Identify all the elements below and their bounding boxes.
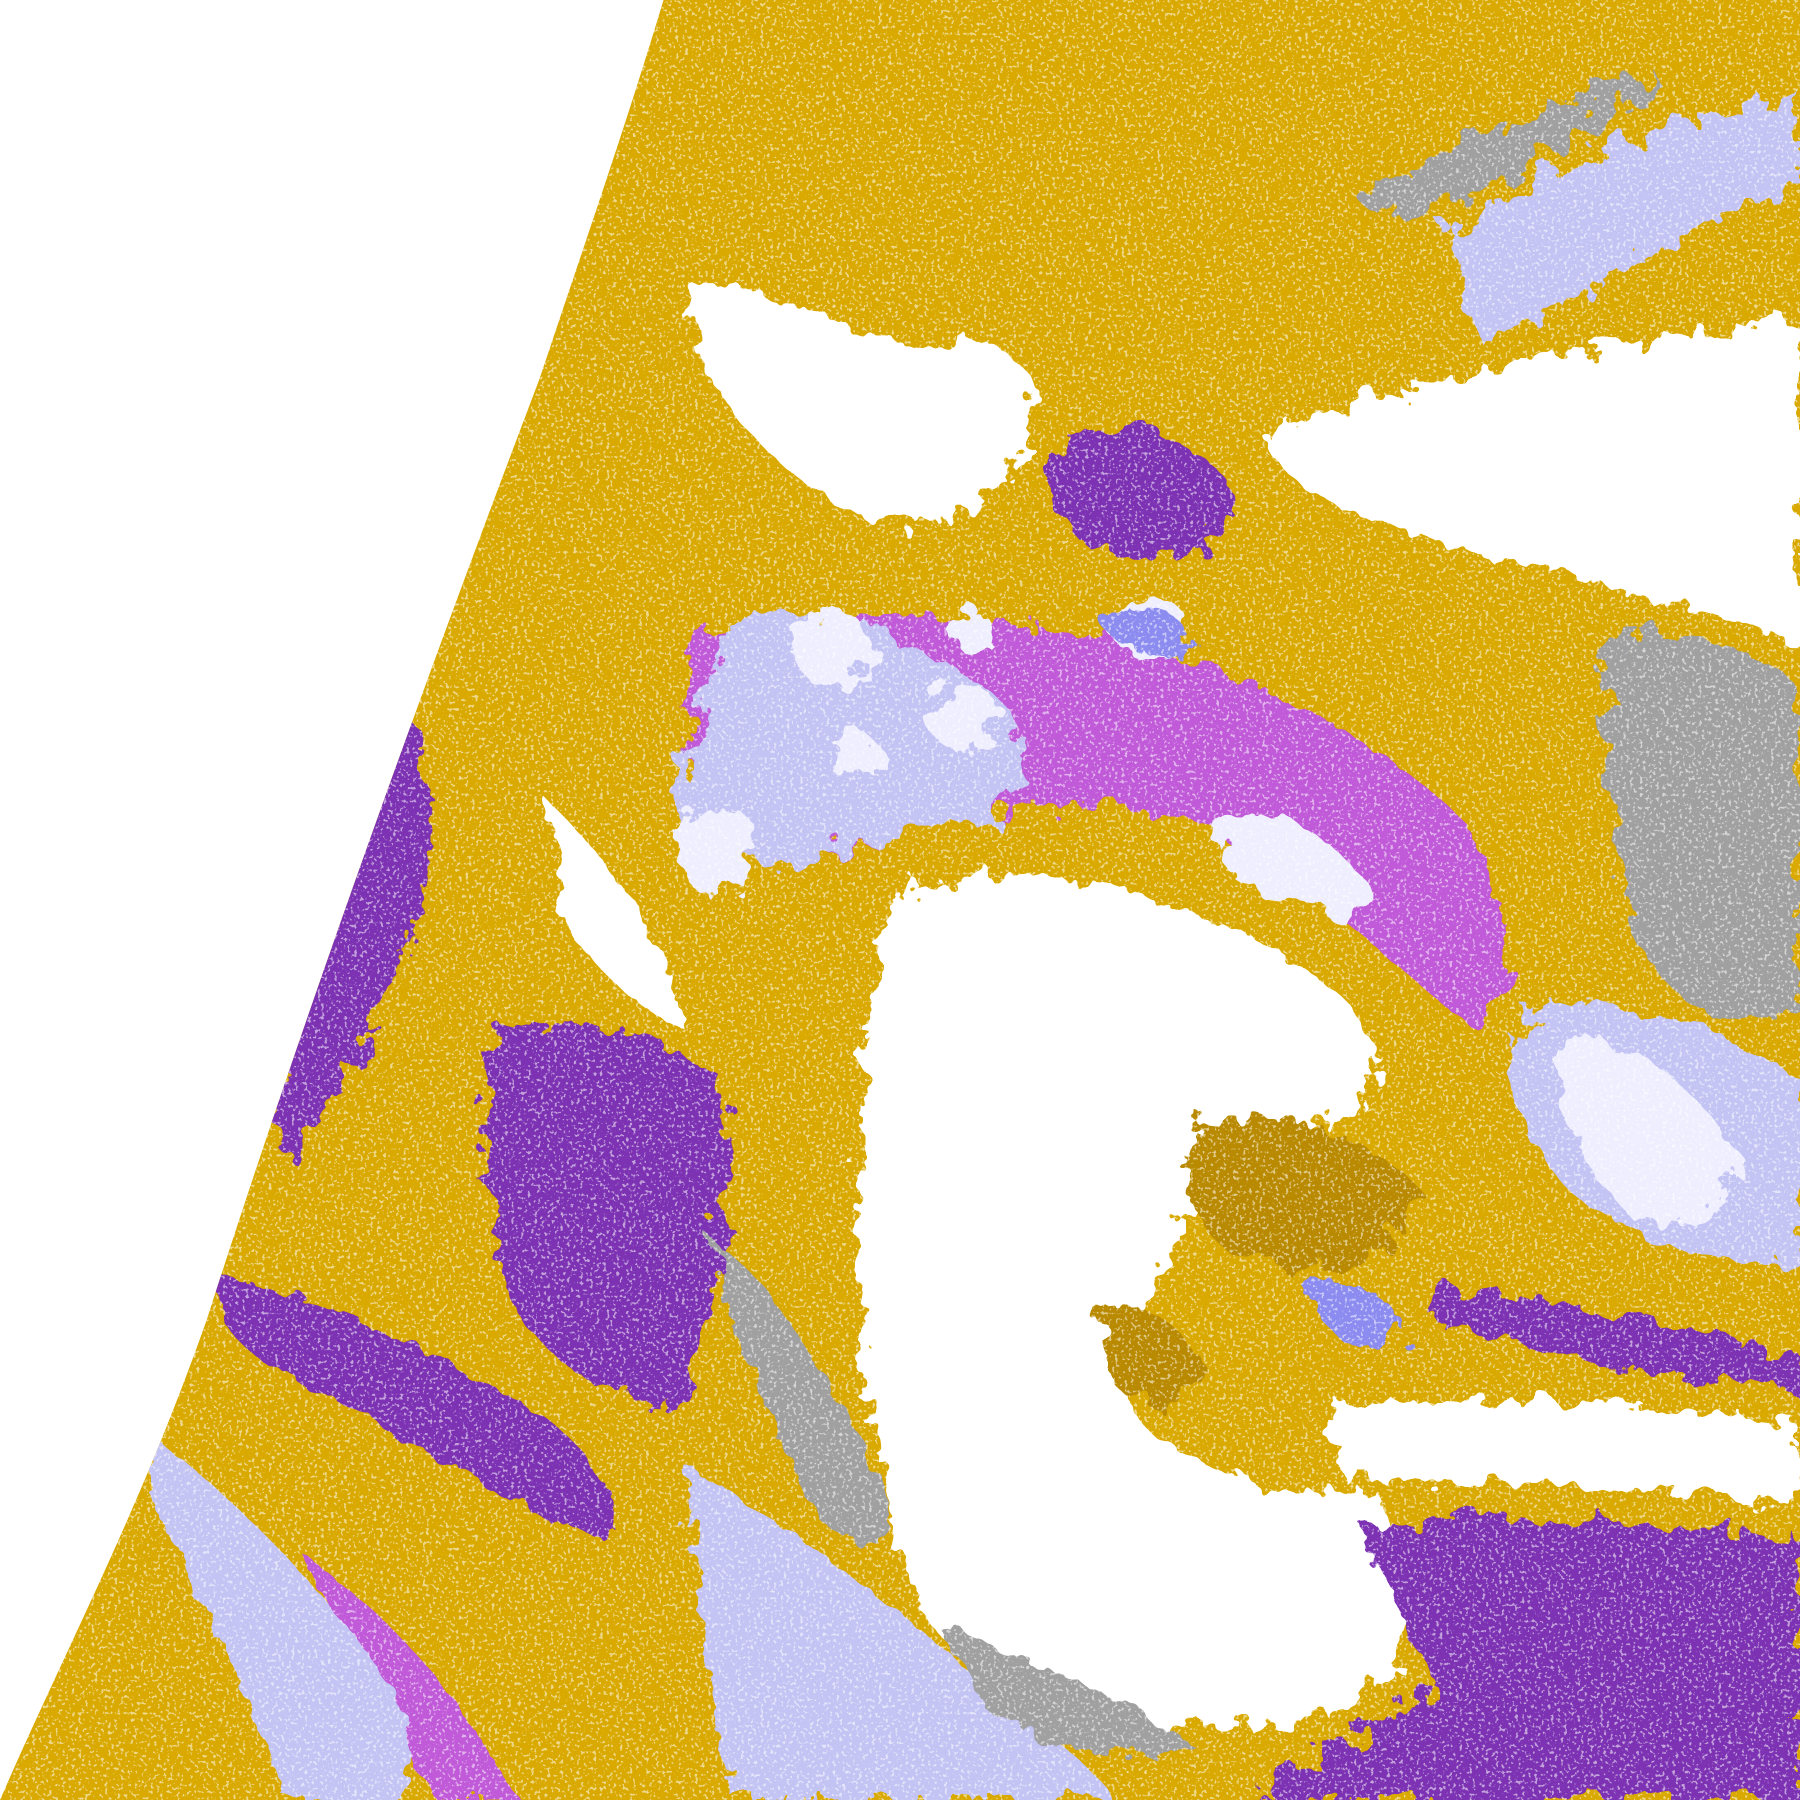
satellite-image <box>0 0 1800 1800</box>
earth-disk <box>0 0 1800 1800</box>
